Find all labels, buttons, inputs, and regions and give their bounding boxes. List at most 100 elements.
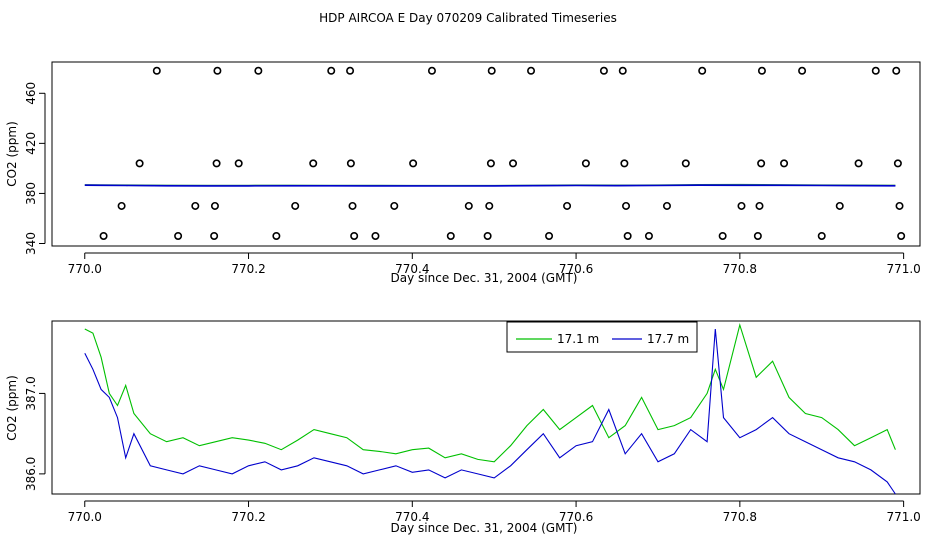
bottom-series <box>84 322 896 495</box>
top-y-axis: 340 380 420 460 <box>24 82 46 255</box>
top-data-point <box>757 159 766 168</box>
top-data-point <box>620 159 629 168</box>
top-data-point <box>117 201 126 210</box>
top-data-point <box>409 159 418 168</box>
top-data-point <box>254 66 263 75</box>
top-data-point <box>622 201 631 210</box>
bottom-y-axis: 386.0 387.0 <box>24 376 46 491</box>
top-plot-frame <box>51 61 921 247</box>
top-x-axis-label: Day since Dec. 31, 2004 (GMT) <box>391 271 578 285</box>
bottom-y-tick-label: 386.0 <box>24 457 38 491</box>
top-data-point <box>486 159 495 168</box>
top-data-point <box>464 201 473 210</box>
top-data-point <box>174 231 183 240</box>
bottom-y-tick-label: 387.0 <box>24 376 38 410</box>
top-y-axis-label: CO2 (ppm) <box>5 121 19 187</box>
top-data-point <box>291 201 300 210</box>
top-data-point <box>892 66 901 75</box>
top-y-tick-label: 420 <box>24 132 38 155</box>
top-data-point <box>817 231 826 240</box>
top-data-point <box>599 66 608 75</box>
bottom-x-tick-label: 770.6 <box>559 510 593 524</box>
top-data-point <box>483 231 492 240</box>
bottom-x-tick-label: 770.0 <box>68 510 102 524</box>
bottom-y-axis-label: CO2 (ppm) <box>5 375 19 441</box>
top-data-point <box>135 159 144 168</box>
top-data-point <box>485 201 494 210</box>
bottom-series-line-0 <box>84 322 896 463</box>
top-data-point <box>309 159 318 168</box>
top-data-point <box>737 201 746 210</box>
top-data-point <box>757 66 766 75</box>
bottom-series-line-1 <box>84 328 896 495</box>
top-data-point <box>350 231 359 240</box>
top-y-tick-label: 380 <box>24 182 38 205</box>
top-series <box>84 66 906 240</box>
top-data-point <box>234 159 243 168</box>
top-x-tick-label: 770.0 <box>68 262 102 276</box>
top-data-point <box>346 159 355 168</box>
top-data-point <box>798 66 807 75</box>
top-x-tick-label: 771.0 <box>886 262 920 276</box>
top-data-point <box>871 66 880 75</box>
top-data-point <box>681 159 690 168</box>
top-data-point <box>718 231 727 240</box>
top-panel: 770.0 770.2 770.4 770.6 770.8 771.0 340 380 420… <box>5 61 921 285</box>
top-data-point <box>780 159 789 168</box>
top-x-tick-label: 770.8 <box>723 262 757 276</box>
top-data-point <box>563 201 572 210</box>
top-data-point <box>446 231 455 240</box>
top-data-point <box>390 201 399 210</box>
top-data-point <box>191 201 200 210</box>
top-data-point <box>210 231 219 240</box>
bottom-x-tick-label: 770.4 <box>395 510 429 524</box>
top-x-axis: 770.0 770.2 770.4 770.6 770.8 771.0 <box>68 252 921 276</box>
figure-title: HDP AIRCOA E Day 070209 Calibrated Times… <box>319 11 617 25</box>
top-data-point <box>213 66 222 75</box>
top-data-point <box>698 66 707 75</box>
top-data-point <box>581 159 590 168</box>
top-y-tick-label: 460 <box>24 82 38 105</box>
legend-box <box>506 321 698 353</box>
legend: 17.1 m 17.7 m <box>506 321 698 353</box>
top-x-tick-label: 770.6 <box>559 262 593 276</box>
top-data-point <box>895 201 904 210</box>
top-data-point <box>427 66 436 75</box>
bottom-x-tick-label: 770.8 <box>723 510 757 524</box>
top-data-point <box>623 231 632 240</box>
top-data-point <box>509 159 518 168</box>
bottom-plot-frame <box>51 320 921 495</box>
top-data-point <box>371 231 380 240</box>
top-data-point <box>152 66 161 75</box>
top-data-point <box>662 201 671 210</box>
top-data-point <box>272 231 281 240</box>
top-data-point <box>618 66 627 75</box>
bottom-x-tick-label: 771.0 <box>886 510 920 524</box>
top-data-point <box>487 66 496 75</box>
legend-label-17-7m: 17.7 m <box>647 332 689 346</box>
top-data-point <box>755 201 764 210</box>
top-data-point <box>835 201 844 210</box>
top-series-line-2 <box>84 184 896 187</box>
top-data-point <box>893 159 902 168</box>
top-data-point <box>527 66 536 75</box>
top-data-point <box>327 66 336 75</box>
bottom-x-axis-label: Day since Dec. 31, 2004 (GMT) <box>391 521 578 535</box>
bottom-panel: 770.0 770.2 770.4 770.6 770.8 771.0 386.0 387.… <box>5 320 921 535</box>
top-data-point <box>545 231 554 240</box>
top-x-tick-label: 770.2 <box>231 262 265 276</box>
top-data-point <box>346 66 355 75</box>
top-x-tick-label: 770.4 <box>395 262 429 276</box>
top-data-point <box>854 159 863 168</box>
top-data-point <box>212 159 221 168</box>
top-data-point <box>99 231 108 240</box>
legend-label-17-1m: 17.1 m <box>557 332 599 346</box>
top-data-point <box>753 231 762 240</box>
top-data-point <box>897 231 906 240</box>
top-data-point <box>348 201 357 210</box>
bottom-x-tick-label: 770.2 <box>231 510 265 524</box>
top-data-point <box>210 201 219 210</box>
bottom-x-axis: 770.0 770.2 770.4 770.6 770.8 771.0 <box>68 500 921 524</box>
top-y-tick-label: 340 <box>24 232 38 255</box>
